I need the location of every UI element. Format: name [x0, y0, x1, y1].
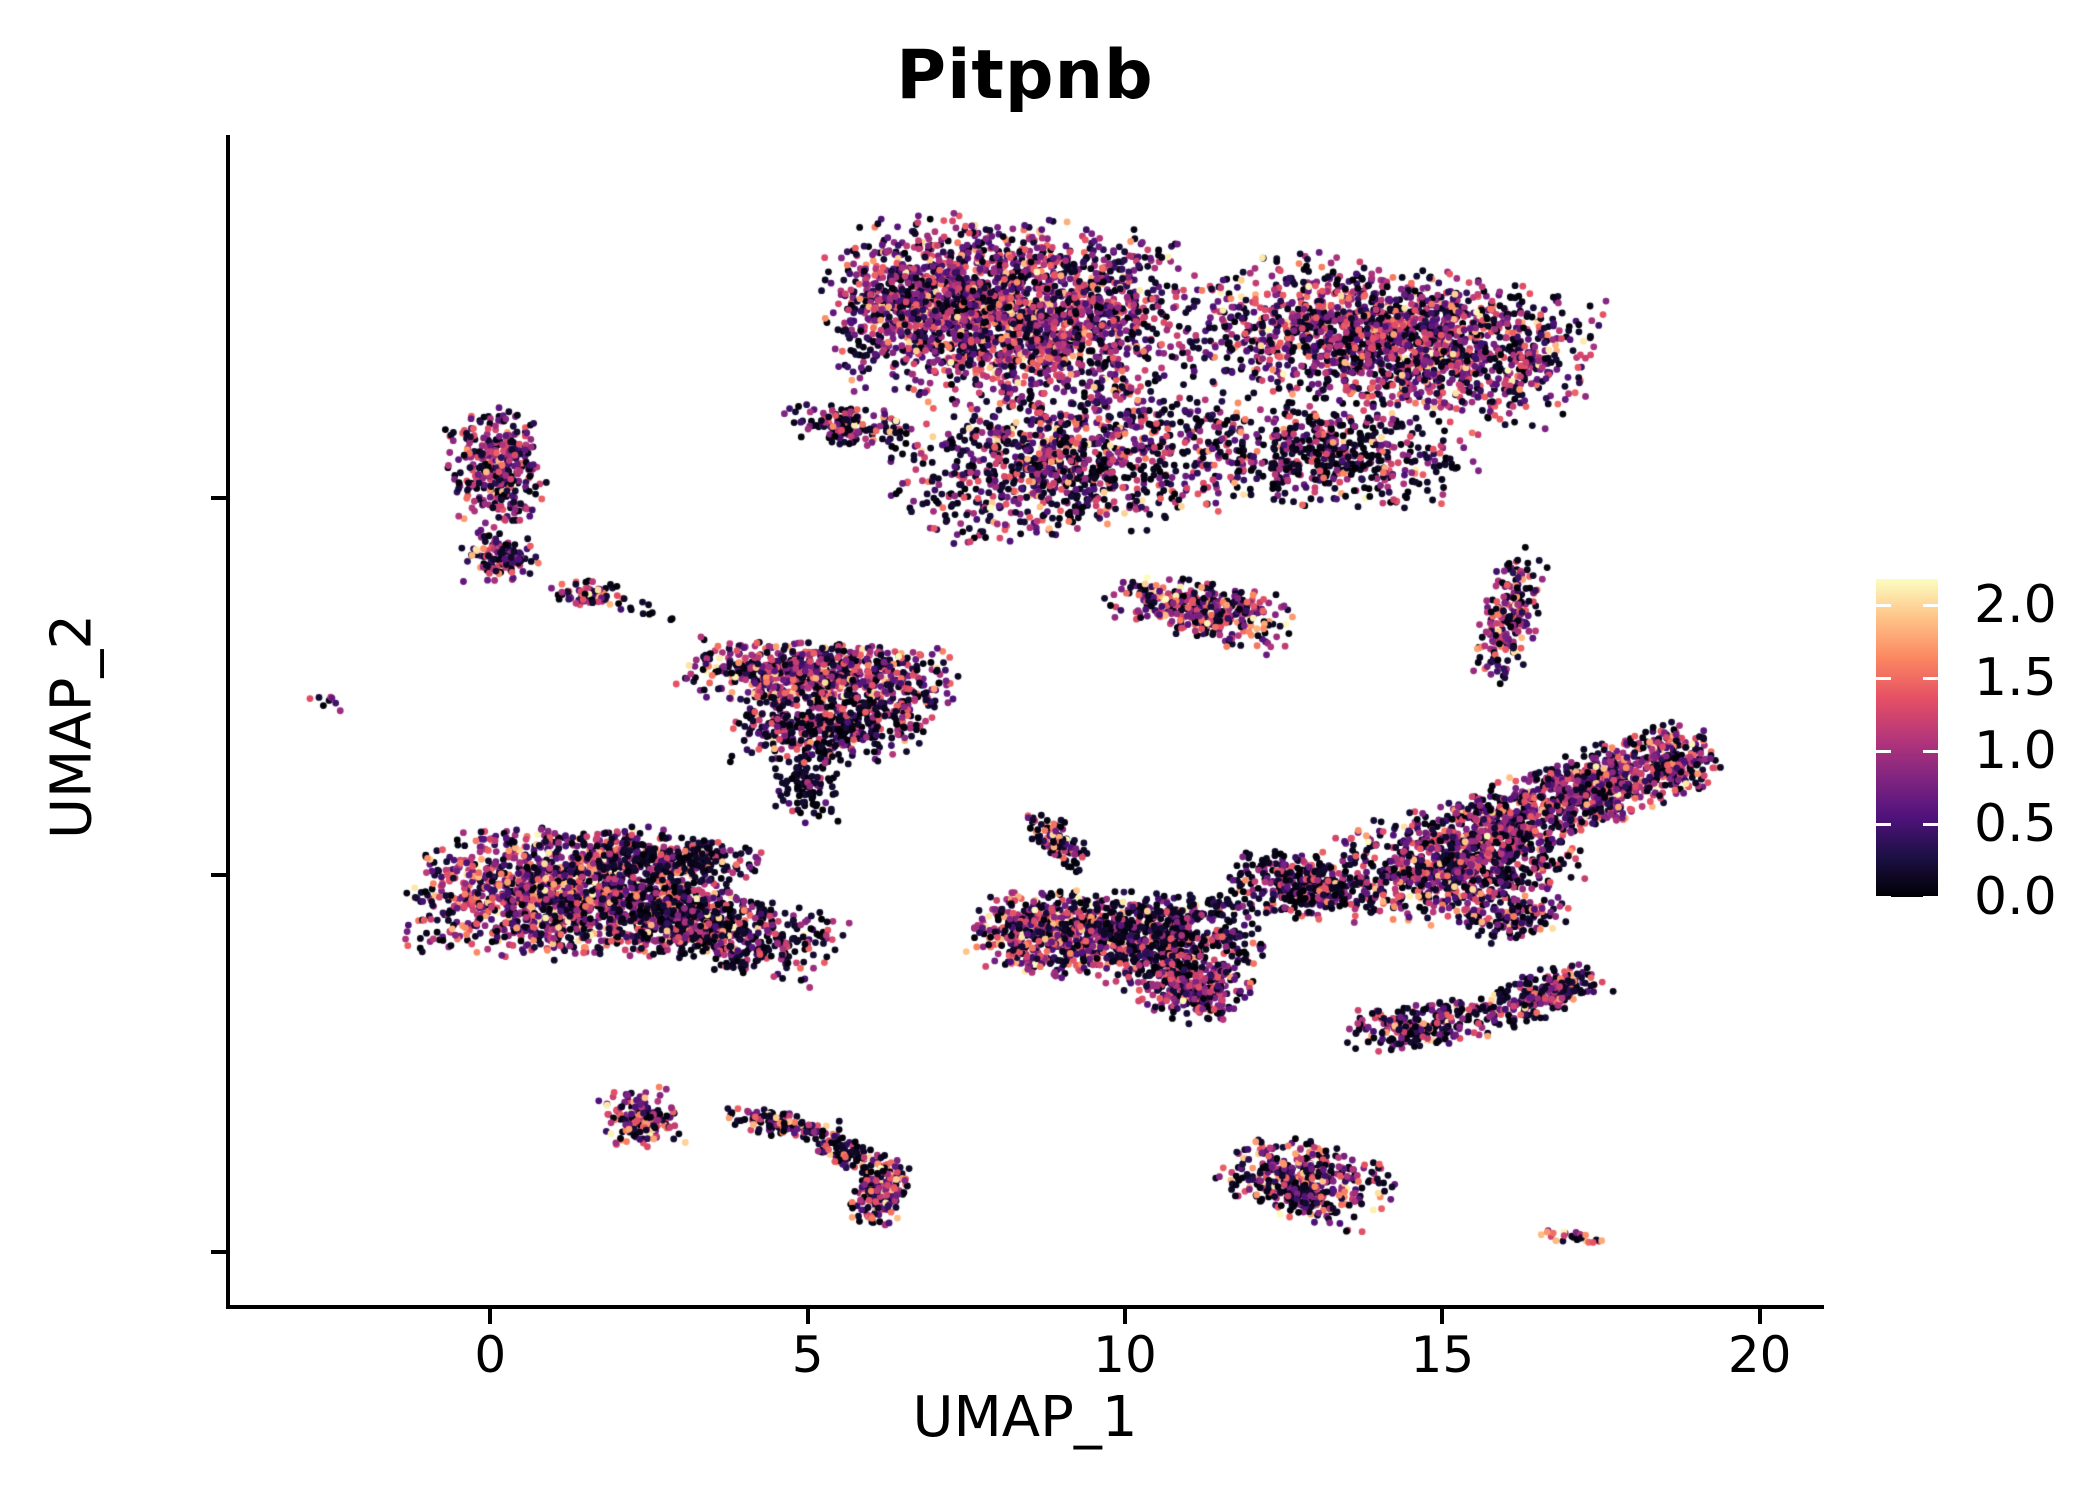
x-tick-mark — [1122, 1309, 1127, 1324]
y-axis-title: UMAP_2 — [39, 614, 105, 840]
colorbar-tick-label: 1.0 — [1974, 721, 2057, 782]
x-tick-mark — [1757, 1309, 1762, 1324]
x-tick-label: 5 — [791, 1326, 824, 1384]
plot-title: Pitpnb — [896, 36, 1154, 115]
x-tick-mark — [488, 1309, 493, 1324]
y-tick-mark — [211, 872, 226, 877]
colorbar-tick-mark — [1876, 749, 1891, 753]
y-axis-line — [226, 135, 230, 1309]
colorbar-tick-mark — [1923, 749, 1938, 753]
colorbar-tick-mark — [1876, 603, 1891, 607]
colorbar-tick-mark — [1923, 603, 1938, 607]
x-axis-line — [226, 1305, 1824, 1309]
colorbar-tick-mark — [1876, 822, 1891, 826]
colorbar-tick-label: 0.0 — [1974, 867, 2057, 927]
y-tick-mark — [211, 495, 226, 500]
colorbar-tick-label: 1.5 — [1974, 648, 2057, 709]
colorbar-tick-mark — [1876, 676, 1891, 680]
x-tick-label: 0 — [474, 1326, 507, 1384]
colorbar-tick-mark — [1923, 676, 1938, 680]
x-axis-title: UMAP_1 — [912, 1385, 1138, 1450]
colorbar-tick-mark — [1923, 822, 1938, 826]
x-tick-mark — [805, 1309, 810, 1324]
colorbar-gradient — [1876, 579, 1938, 897]
x-tick-mark — [1440, 1309, 1445, 1324]
colorbar-tick-label: 2.0 — [1974, 575, 2057, 636]
x-tick-label: 20 — [1727, 1326, 1792, 1384]
x-tick-label: 10 — [1093, 1326, 1157, 1384]
colorbar-tick-mark — [1876, 895, 1891, 899]
x-tick-label: 15 — [1410, 1326, 1475, 1384]
colorbar-tick-mark — [1923, 895, 1938, 899]
colorbar-tick-label: 0.5 — [1974, 794, 2057, 855]
y-tick-mark — [211, 1249, 226, 1254]
